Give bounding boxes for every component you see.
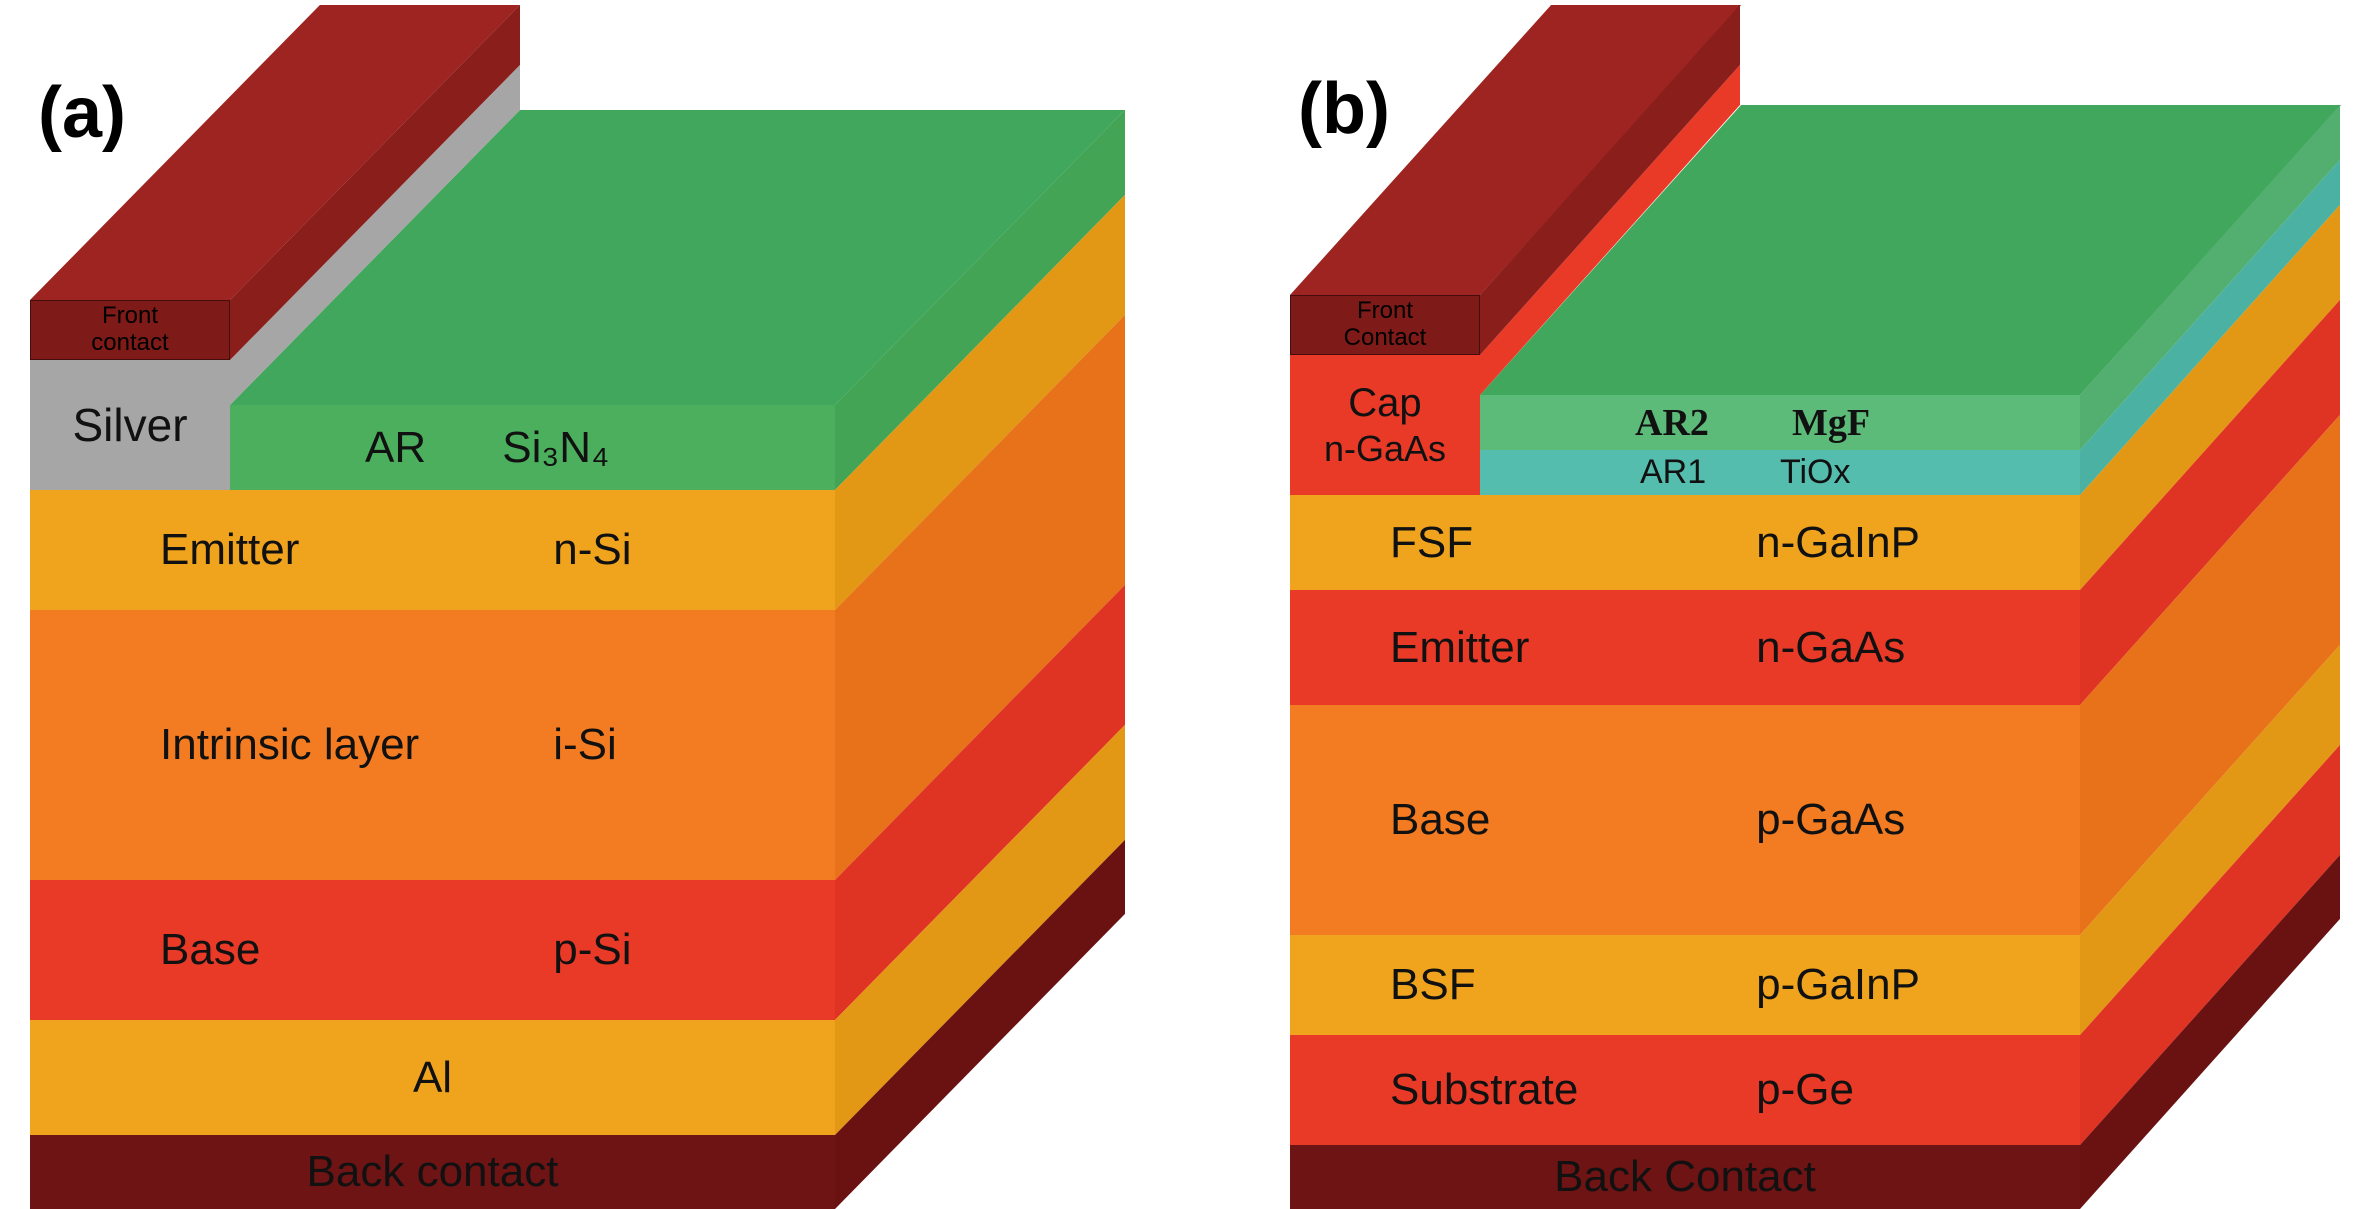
emitter-name-a: Emitter — [160, 525, 300, 574]
front-contact-bar-b: Front Contact — [1290, 295, 1480, 355]
al-label-a: Al — [412, 1052, 453, 1102]
ar-material-a: Si₃N₄ — [502, 422, 610, 472]
ar1-material-b: TiOx — [1780, 453, 1851, 491]
panel-label-a: (a) — [38, 73, 126, 153]
layer-back-contact-a: Back contact — [30, 1135, 835, 1209]
emitter-material-b: n-GaAs — [1756, 622, 1906, 672]
fsf-material-b: n-GaInP — [1756, 517, 1920, 567]
substrate-name-b: Substrate — [1390, 1065, 1579, 1114]
front-contact-label-line2-b: Contact — [1343, 324, 1427, 351]
layer-emitter-a: Emitter n-Si — [30, 490, 835, 610]
ar2-material-b: MgF — [1792, 401, 1871, 444]
layer-al-a: Al — [30, 1020, 835, 1135]
silver-label: Silver — [72, 399, 188, 451]
layer-ar2-b: AR2 MgF — [1480, 395, 2080, 450]
layer-base-a: Base p-Si — [30, 880, 835, 1020]
front-contact-label-line2-a: contact — [91, 329, 169, 356]
layer-intrinsic-a: Intrinsic layer i-Si — [30, 610, 835, 880]
base-name-b: Base — [1390, 795, 1491, 844]
cap-material-b: n-GaAs — [1323, 428, 1447, 470]
layer-back-contact-b: Back Contact — [1290, 1145, 2080, 1209]
ar-name-a: AR — [365, 422, 427, 472]
base-material-b: p-GaAs — [1756, 795, 1906, 844]
layer-base-b: Base p-GaAs — [1290, 705, 2080, 935]
emitter-material-a: n-Si — [553, 525, 632, 574]
cap-name-b: Cap — [1348, 381, 1422, 426]
layer-fsf-b: FSF n-GaInP — [1290, 495, 2080, 590]
base-material-a: p-Si — [553, 925, 632, 974]
back-contact-label-a: Back contact — [306, 1147, 559, 1196]
bsf-material-b: p-GaInP — [1756, 960, 1920, 1009]
back-contact-label-b: Back Contact — [1554, 1152, 1816, 1201]
layer-substrate-b: Substrate p-Ge — [1290, 1035, 2080, 1145]
front-contact-label-line1-a: Front — [101, 302, 158, 330]
layer-emitter-b: Emitter n-GaAs — [1290, 590, 2080, 705]
bsf-name-b: BSF — [1390, 960, 1476, 1009]
substrate-material-b: p-Ge — [1756, 1065, 1854, 1114]
layer-bsf-b: BSF p-GaInP — [1290, 935, 2080, 1035]
emitter-name-b: Emitter — [1390, 622, 1530, 672]
layer-ar1-b: AR1 TiOx — [1480, 450, 2080, 495]
fsf-name-b: FSF — [1390, 517, 1474, 567]
front-contact-label-line1-b: Front — [1356, 297, 1413, 325]
intrinsic-name-a: Intrinsic layer — [160, 720, 420, 769]
layer-cap-b: Cap n-GaAs — [1290, 355, 1480, 495]
layer-ar-a: AR Si₃N₄ — [230, 405, 835, 490]
ar1-name-b: AR1 — [1640, 453, 1707, 491]
layer-silver-a: Silver — [30, 360, 230, 490]
front-contact-bar-a: Front contact — [30, 300, 230, 360]
panel-label-b: (b) — [1298, 69, 1390, 149]
ar2-name-b: AR2 — [1635, 401, 1709, 444]
intrinsic-material-a: i-Si — [553, 720, 617, 769]
base-name-a: Base — [160, 925, 261, 974]
